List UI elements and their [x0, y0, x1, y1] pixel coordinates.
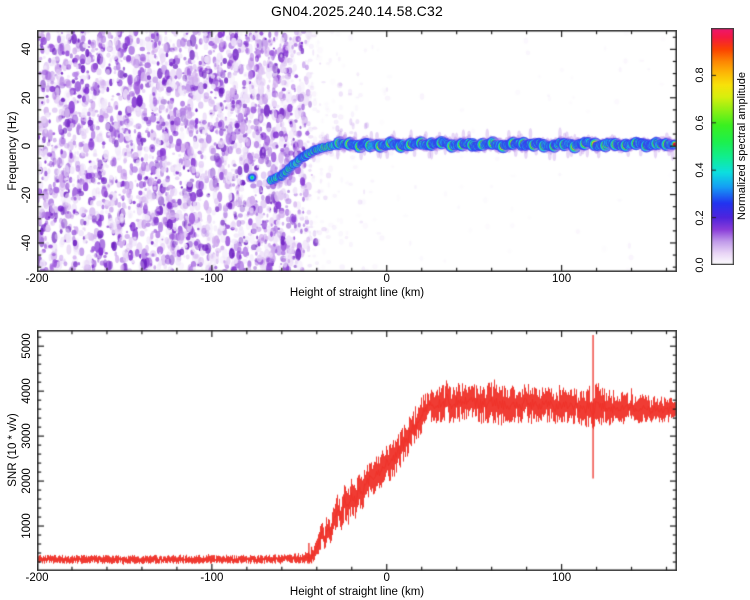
colorbar-tick-label: 0.2: [694, 209, 706, 226]
spectrogram-xtick-label: -100: [200, 273, 224, 285]
spectrogram-ylabel: Frequency (Hz): [7, 111, 19, 191]
snr-ytick-label: 1000: [21, 513, 33, 539]
snr-xtick-label: 100: [551, 572, 572, 584]
snr-ylabel: SNR (10 * v/v): [7, 413, 19, 487]
spectrogram-ytick-label: 40: [21, 42, 33, 56]
spectrogram-ytick-label: 0: [21, 142, 33, 150]
snr-xtick-label: 0: [383, 572, 390, 584]
snr-ytick-label: 2000: [21, 468, 33, 494]
colorbar-tick-label: 0.0: [694, 257, 706, 273]
colorbar-tick-label: 0.4: [694, 162, 706, 178]
colorbar-tick-label: 0.6: [694, 115, 706, 131]
snr-ytick-label: 5000: [21, 333, 33, 359]
snr-xtick-label: -200: [25, 572, 49, 584]
snr-xtick-label: -100: [200, 572, 224, 584]
spectrogram-plot: [37, 30, 677, 272]
snr-plot: [37, 330, 677, 571]
colorbar-label: Normalized spectral amplitude: [736, 72, 748, 220]
snr-ytick-label: 3000: [21, 423, 33, 449]
colorbar: [711, 28, 734, 265]
spectrogram-ytick-label: -40: [21, 234, 33, 252]
spectrogram-xtick-label: 0: [383, 273, 390, 285]
figure-title: GN04.2025.240.14.58.C32: [271, 3, 443, 19]
spectrogram-xtick-label: 100: [551, 273, 572, 285]
snr-ytick-label: 4000: [21, 378, 33, 404]
spectrogram-xtick-label: -200: [25, 273, 49, 285]
spectrogram-ytick-label: -20: [21, 186, 33, 203]
spectrogram-xlabel: Height of straight line (km): [289, 287, 425, 299]
snr-xlabel: Height of straight line (km): [289, 586, 425, 598]
spectrogram-ytick-label: 20: [21, 91, 33, 105]
colorbar-tick-label: 0.8: [694, 67, 706, 84]
